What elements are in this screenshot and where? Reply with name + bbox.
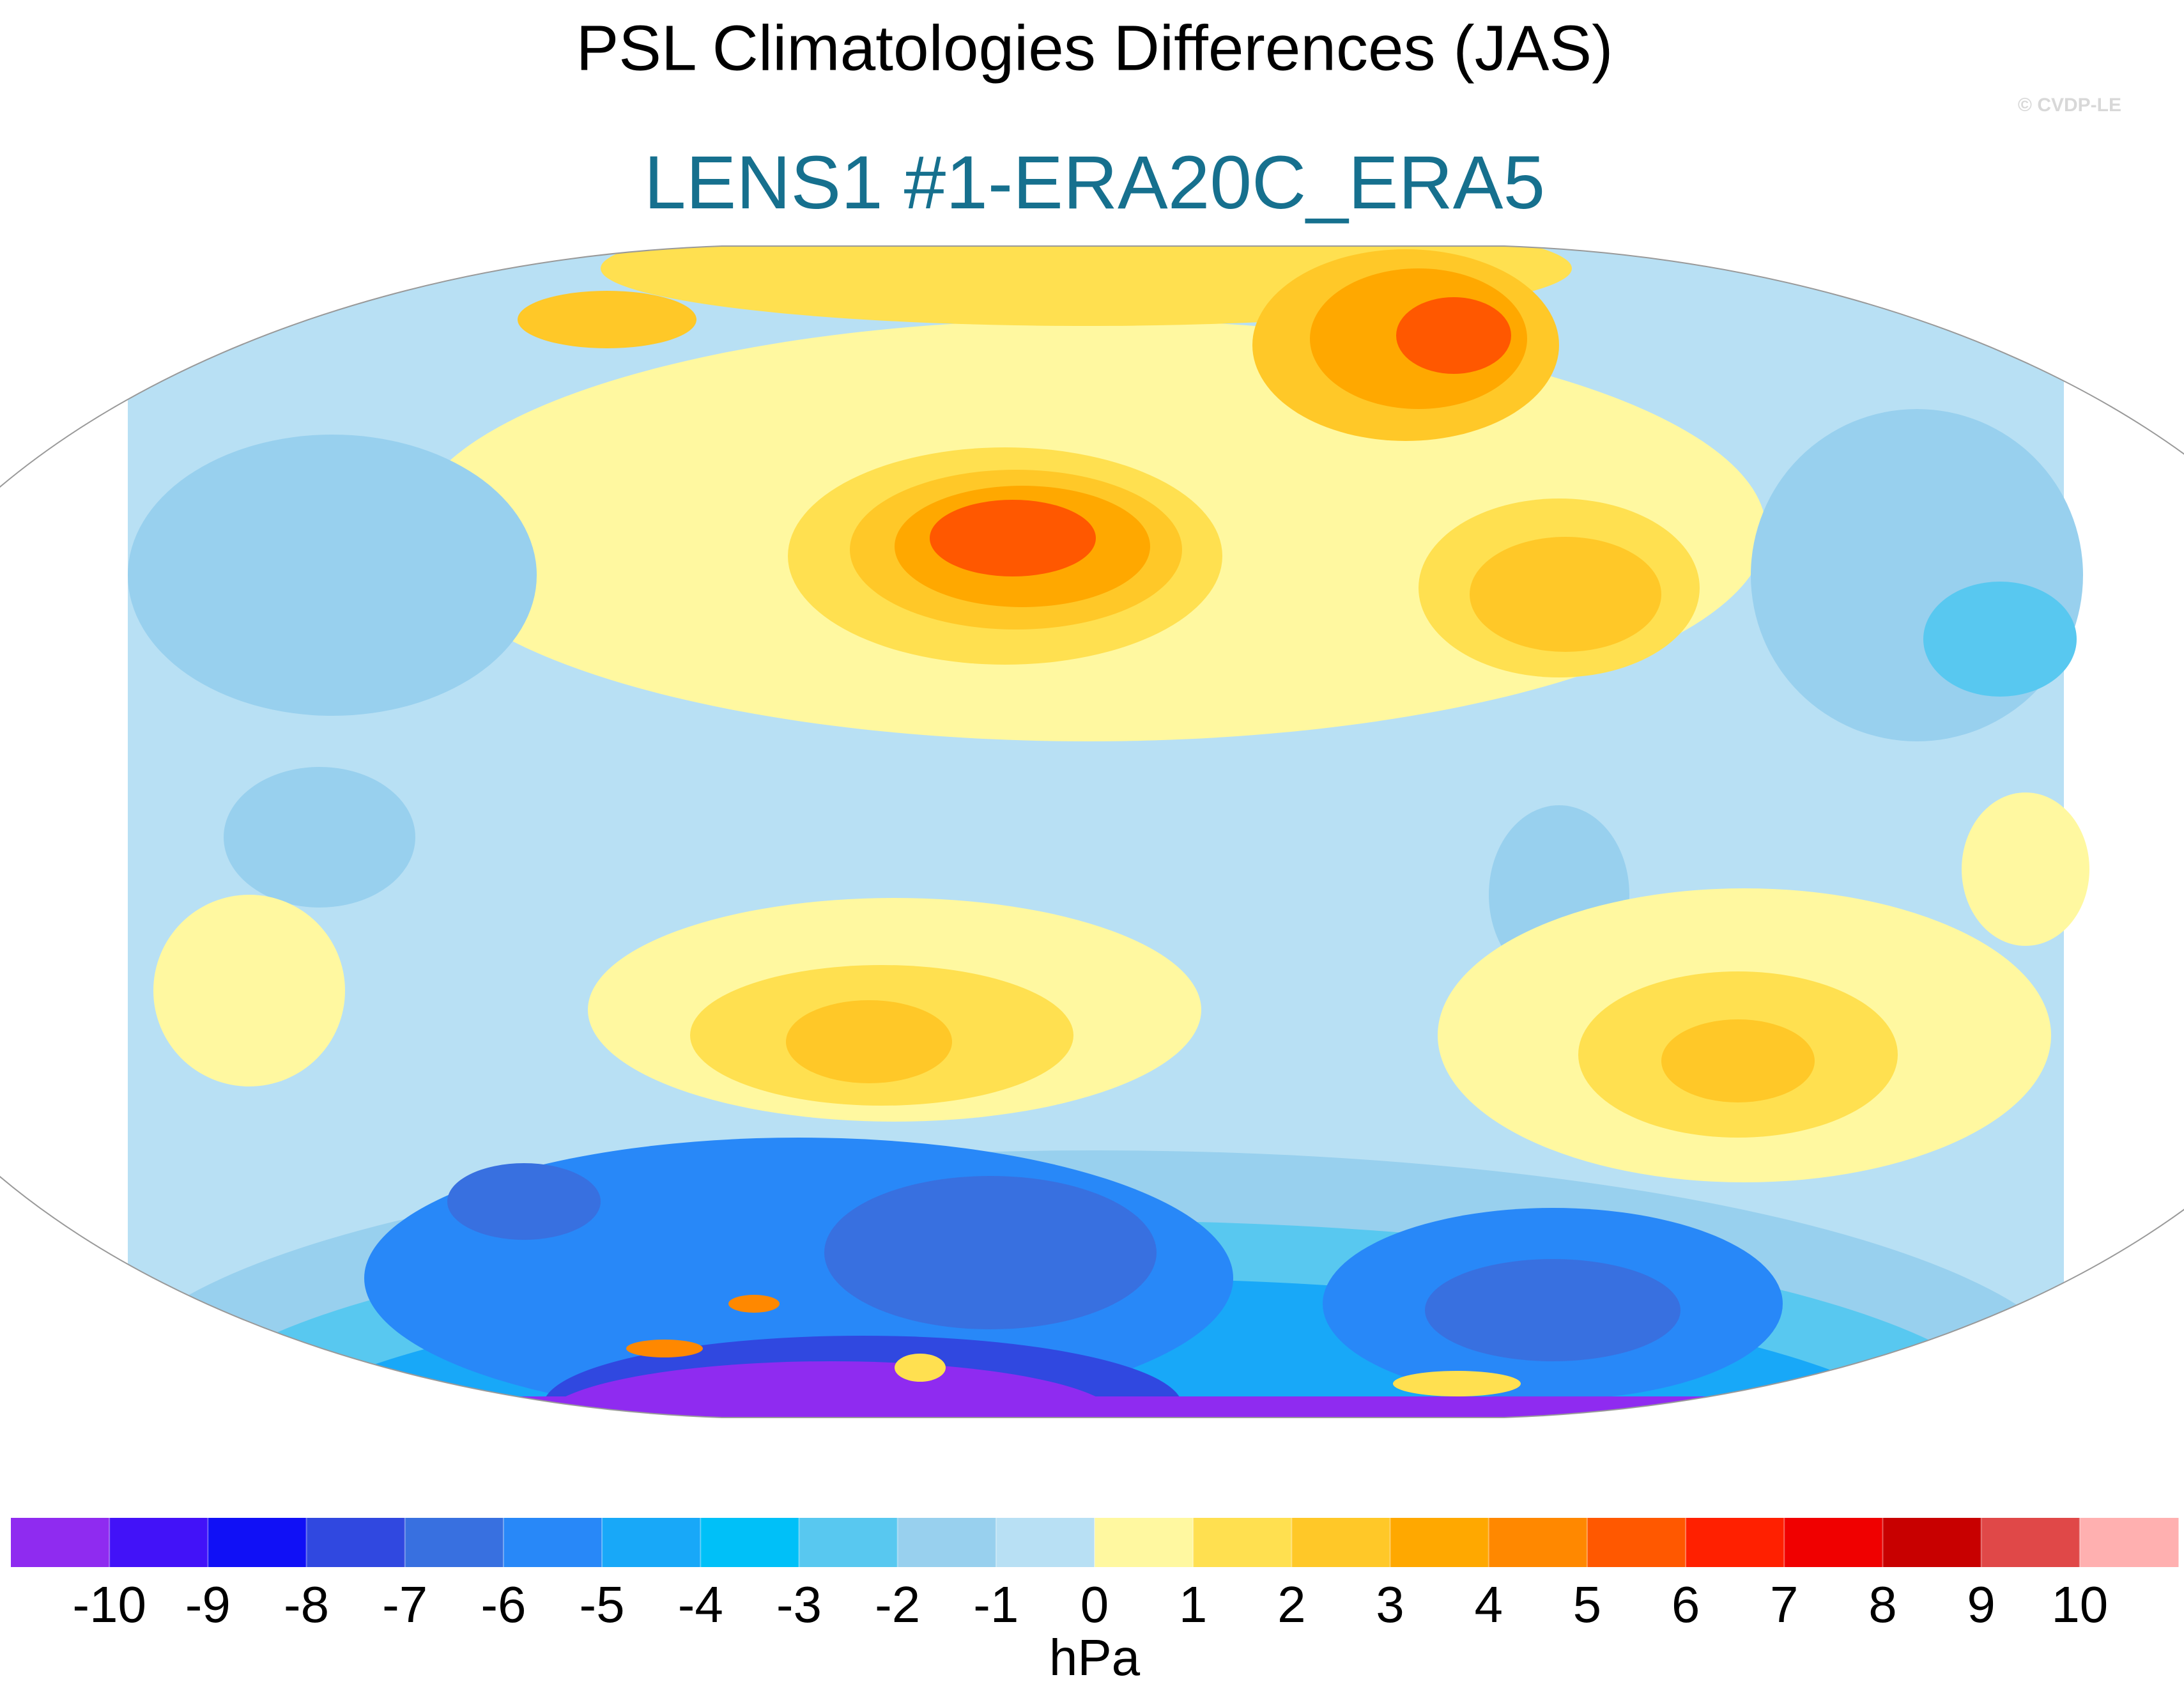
field-contour xyxy=(786,1000,952,1083)
map-subtitle: LENS1 #1-ERA20C_ERA5 xyxy=(644,141,1545,225)
colorbar-tick-label: -10 xyxy=(72,1576,146,1633)
colorbar-box xyxy=(1488,1518,1588,1567)
map-title: PSL Climatologies Differences (JAS) xyxy=(576,12,1613,84)
colorbar-box xyxy=(1882,1518,1982,1567)
colorbar-tick-label: 0 xyxy=(1080,1576,1109,1633)
colorbar-tick-label: 9 xyxy=(1967,1576,1996,1633)
colorbar-box xyxy=(602,1518,701,1567)
colorbar-box xyxy=(11,1518,110,1567)
colorbar-box xyxy=(1587,1518,1686,1567)
colorbar-box xyxy=(503,1518,603,1567)
colorbar-box xyxy=(404,1518,504,1567)
colorbar-box xyxy=(306,1518,406,1567)
colorbar-box xyxy=(1390,1518,1489,1567)
field-contour xyxy=(1425,1259,1680,1361)
map-outline xyxy=(0,245,2184,1418)
field-contour xyxy=(543,1361,1118,1418)
watermark: © CVDP-LE xyxy=(2018,95,2121,116)
field-contour xyxy=(728,1295,780,1313)
field-contour xyxy=(1396,297,1511,374)
colorbar-tick-label: 10 xyxy=(2051,1576,2108,1633)
colorbar-box xyxy=(1291,1518,1391,1567)
field-contour xyxy=(1751,409,2083,741)
field-contour xyxy=(895,1354,946,1382)
colorbar-tick-label: -9 xyxy=(185,1576,231,1633)
field-contour xyxy=(626,1340,703,1357)
colorbar-tick-label: 6 xyxy=(1672,1576,1700,1633)
colorbar-unit: hPa xyxy=(1049,1629,1141,1686)
colorbar-box xyxy=(1981,1518,2080,1567)
field-contour xyxy=(224,767,415,908)
colorbar-box xyxy=(109,1518,208,1567)
field-contour xyxy=(128,435,537,716)
field-contour xyxy=(511,1396,1725,1418)
field-contour xyxy=(1923,582,2077,697)
colorbar-box xyxy=(996,1518,1095,1567)
colorbar-tick-label: -1 xyxy=(973,1576,1019,1633)
colorbar-box xyxy=(1095,1518,1194,1567)
field-contour xyxy=(518,291,696,348)
colorbar-box xyxy=(1784,1518,1883,1567)
colorbar-box xyxy=(1686,1518,1785,1567)
colorbar-tick-label: -5 xyxy=(580,1576,625,1633)
colorbar-tick-label: -6 xyxy=(481,1576,526,1633)
field-contour xyxy=(824,1176,1157,1329)
colorbar-tick-label: -4 xyxy=(678,1576,723,1633)
colorbar-box xyxy=(799,1518,898,1567)
colorbar-tick-label: 4 xyxy=(1474,1576,1503,1633)
field-contour xyxy=(1962,792,2089,946)
colorbar-tick-label: -2 xyxy=(875,1576,920,1633)
colorbar-tick-label: -8 xyxy=(284,1576,329,1633)
colorbar-box xyxy=(700,1518,799,1567)
field-contour xyxy=(153,895,345,1086)
colorbar-box xyxy=(2079,1518,2179,1567)
field-contour xyxy=(1393,1371,1521,1396)
colorbar-tick-label: 3 xyxy=(1376,1576,1404,1633)
colorbar-box xyxy=(208,1518,307,1567)
colorbar-tick-label: -7 xyxy=(382,1576,427,1633)
colorbar-tick-label: 1 xyxy=(1179,1576,1208,1633)
colorbar-tick-label: -3 xyxy=(776,1576,822,1633)
colorbar-tick-label: 2 xyxy=(1277,1576,1306,1633)
colorbar-tick-label: 7 xyxy=(1770,1576,1799,1633)
field-contour xyxy=(447,1163,601,1240)
colorbar-tick-label: 8 xyxy=(1868,1576,1897,1633)
colorbar-tick-label: 5 xyxy=(1573,1576,1602,1633)
field-contour xyxy=(1470,537,1661,652)
colorbar-box xyxy=(897,1518,997,1567)
field-contour xyxy=(1661,1019,1815,1102)
field-contour xyxy=(930,500,1096,576)
map-field xyxy=(104,246,2089,1418)
colorbar-box xyxy=(1193,1518,1292,1567)
